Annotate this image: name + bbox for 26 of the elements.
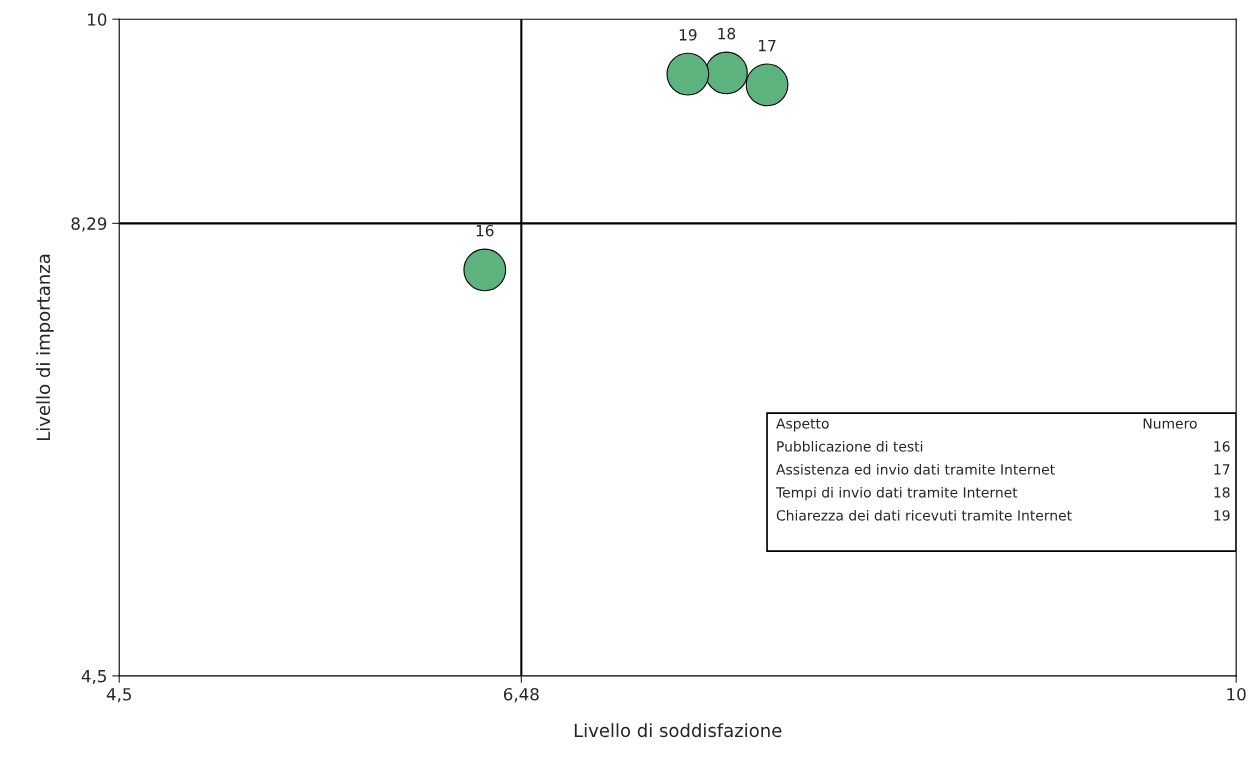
point — [463, 248, 507, 292]
y-tick-label: 4,5 — [81, 670, 106, 685]
annotation: Numero — [1143, 418, 1197, 429]
annotation: 18 — [1214, 487, 1230, 498]
point — [745, 63, 789, 107]
point — [666, 52, 710, 96]
y-axis-title: Livello di importanza — [36, 254, 54, 441]
point — [705, 51, 748, 95]
series-label: 16 — [476, 224, 494, 237]
annotation: 19 — [1214, 510, 1230, 521]
series-label: 19 — [679, 29, 697, 41]
y-tick-label: 10 — [88, 13, 107, 26]
annotation: Chiarezza dei dati ricevuti tramite Internet — [776, 509, 1072, 521]
y-tick-label: 8,29 — [71, 217, 107, 232]
annotation: 17 — [1214, 464, 1230, 475]
x-tick-label: 6,48 — [503, 687, 539, 703]
annotation: Assistenza ed invio dati tramite Internet — [776, 463, 1055, 475]
x-tick-label: 4,5 — [106, 688, 132, 703]
series-label: 18 — [718, 27, 736, 40]
x-tick-label: 10 — [1227, 687, 1246, 701]
series-label: 17 — [759, 39, 776, 52]
x-axis-title: Livello di soddisfazione — [574, 723, 782, 738]
annotation: Aspetto — [776, 418, 829, 432]
annotation: Tempi di invio dati tramite Internet — [775, 486, 1018, 501]
annotation: Pubblicazione di testi — [777, 440, 923, 452]
annotation: 16 — [1214, 441, 1230, 452]
